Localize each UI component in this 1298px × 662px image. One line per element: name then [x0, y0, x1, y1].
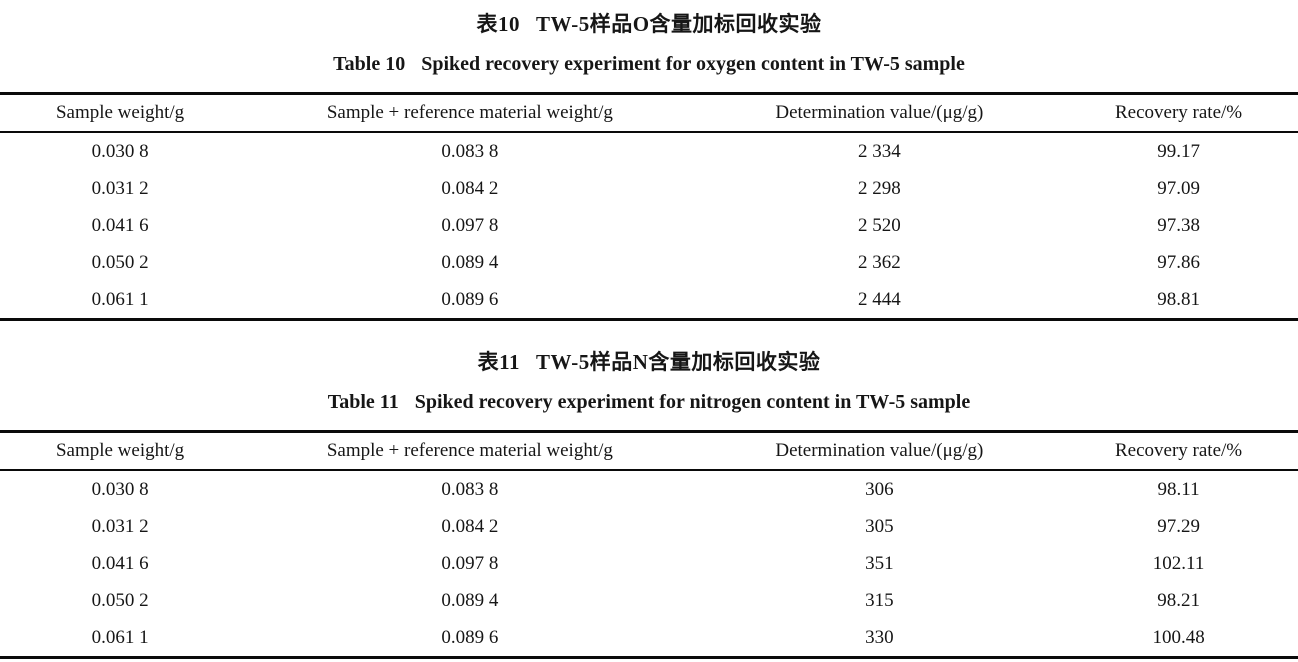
- table-cell: 0.097 8: [441, 552, 499, 574]
- table-cell: 0.031 2: [91, 515, 149, 537]
- column-header-sample-weight: Sample weight/g: [0, 431, 241, 471]
- table-row: 0.050 2 0.089 4 2 362 97.86: [0, 244, 1298, 281]
- table-11-caption-en: Table 11 Spiked recovery experiment for n…: [0, 389, 1298, 416]
- table-cell: 0.089 6: [441, 288, 499, 310]
- table-cell: 0.031 2: [91, 177, 149, 199]
- table-11-caption-zh-label: 表11: [477, 350, 520, 374]
- column-header-sample-weight: Sample weight/g: [0, 93, 241, 133]
- table-row: 0.030 8 0.083 8 2 334 99.17: [0, 132, 1298, 170]
- table-10-caption-en: Table 10 Spiked recovery experiment for o…: [0, 51, 1298, 78]
- table-row: 0.041 6 0.097 8 2 520 97.38: [0, 207, 1298, 244]
- table-cell: 0.050 2: [91, 589, 149, 611]
- table-cell: 315: [865, 589, 894, 611]
- table-cell: 98.21: [1157, 589, 1200, 611]
- column-header-sample-plus-reference-weight: Sample + reference material weight/g: [240, 431, 700, 471]
- column-header-determination-value: Determination value/(μg/g): [699, 93, 1060, 133]
- table-11-caption-en-text: Spiked recovery experiment for nitrogen …: [414, 391, 971, 413]
- table-cell: 0.084 2: [441, 515, 499, 537]
- table-cell: 306: [865, 478, 894, 500]
- table-row: 0.031 2 0.084 2 305 97.29: [0, 508, 1298, 545]
- table-11-header-row: Sample weight/g Sample + reference mater…: [0, 431, 1298, 471]
- table-cell: 2 444: [858, 288, 901, 310]
- table-row: 0.031 2 0.084 2 2 298 97.09: [0, 170, 1298, 207]
- table-11-caption-zh-text: TW-5样品N含量加标回收实验: [535, 350, 821, 374]
- table-cell: 0.050 2: [91, 251, 149, 273]
- table-cell: 0.030 8: [91, 140, 149, 162]
- table-cell: 2 362: [858, 251, 901, 273]
- table-cell: 0.030 8: [91, 478, 149, 500]
- table-11-caption-en-label: Table 11: [327, 391, 399, 413]
- table-cell: 97.86: [1157, 251, 1200, 273]
- table-10-caption-en-text: Spiked recovery experiment for oxygen co…: [421, 53, 965, 75]
- table-cell: 2 334: [858, 140, 901, 162]
- table-10-section: 表10 TW-5样品O含量加标回收实验 Table 10 Spiked recove…: [0, 0, 1298, 321]
- table-cell: 351: [865, 552, 894, 574]
- table-cell: 0.097 8: [441, 214, 499, 236]
- table-row: 0.061 1 0.089 6 2 444 98.81: [0, 281, 1298, 320]
- table-cell: 97.09: [1157, 177, 1200, 199]
- table-11-section: 表11 TW-5样品N含量加标回收实验 Table 11 Spiked recove…: [0, 321, 1298, 659]
- table-cell: 0.061 1: [91, 626, 149, 648]
- table-cell: 0.083 8: [441, 140, 499, 162]
- table-cell: 0.089 4: [441, 251, 499, 273]
- table-cell: 0.041 6: [91, 552, 149, 574]
- table-cell: 0.083 8: [441, 478, 499, 500]
- table-10-caption-zh: 表10 TW-5样品O含量加标回收实验: [0, 0, 1298, 38]
- table-10-caption-zh-label: 表10: [476, 12, 520, 36]
- table-row: 0.030 8 0.083 8 306 98.11: [0, 470, 1298, 508]
- table-row: 0.050 2 0.089 4 315 98.21: [0, 582, 1298, 619]
- table-cell: 305: [865, 515, 894, 537]
- table-cell: 99.17: [1157, 140, 1200, 162]
- table-cell: 97.29: [1157, 515, 1200, 537]
- table-cell: 98.11: [1157, 478, 1200, 500]
- table-10: Sample weight/g Sample + reference mater…: [0, 92, 1298, 321]
- column-header-sample-plus-reference-weight: Sample + reference material weight/g: [240, 93, 700, 133]
- column-header-recovery-rate: Recovery rate/%: [1059, 431, 1298, 471]
- table-cell: 330: [865, 626, 894, 648]
- table-cell: 2 298: [858, 177, 901, 199]
- table-cell: 102.11: [1152, 552, 1205, 574]
- table-11: Sample weight/g Sample + reference mater…: [0, 430, 1298, 659]
- table-10-caption-zh-text: TW-5样品O含量加标回收实验: [535, 12, 822, 36]
- table-row: 0.061 1 0.089 6 330 100.48: [0, 619, 1298, 658]
- table-cell: 98.81: [1157, 288, 1200, 310]
- table-cell: 0.084 2: [441, 177, 499, 199]
- table-cell: 0.089 6: [441, 626, 499, 648]
- table-cell: 2 520: [858, 214, 901, 236]
- table-10-caption-en-label: Table 10: [333, 53, 406, 75]
- table-cell: 100.48: [1152, 626, 1205, 648]
- table-10-header-row: Sample weight/g Sample + reference mater…: [0, 93, 1298, 133]
- table-11-caption-zh: 表11 TW-5样品N含量加标回收实验: [0, 321, 1298, 376]
- column-header-recovery-rate: Recovery rate/%: [1059, 93, 1298, 133]
- column-header-determination-value: Determination value/(μg/g): [699, 431, 1060, 471]
- table-cell: 97.38: [1157, 214, 1200, 236]
- table-cell: 0.089 4: [441, 589, 499, 611]
- table-row: 0.041 6 0.097 8 351 102.11: [0, 545, 1298, 582]
- table-cell: 0.061 1: [91, 288, 149, 310]
- table-cell: 0.041 6: [91, 214, 149, 236]
